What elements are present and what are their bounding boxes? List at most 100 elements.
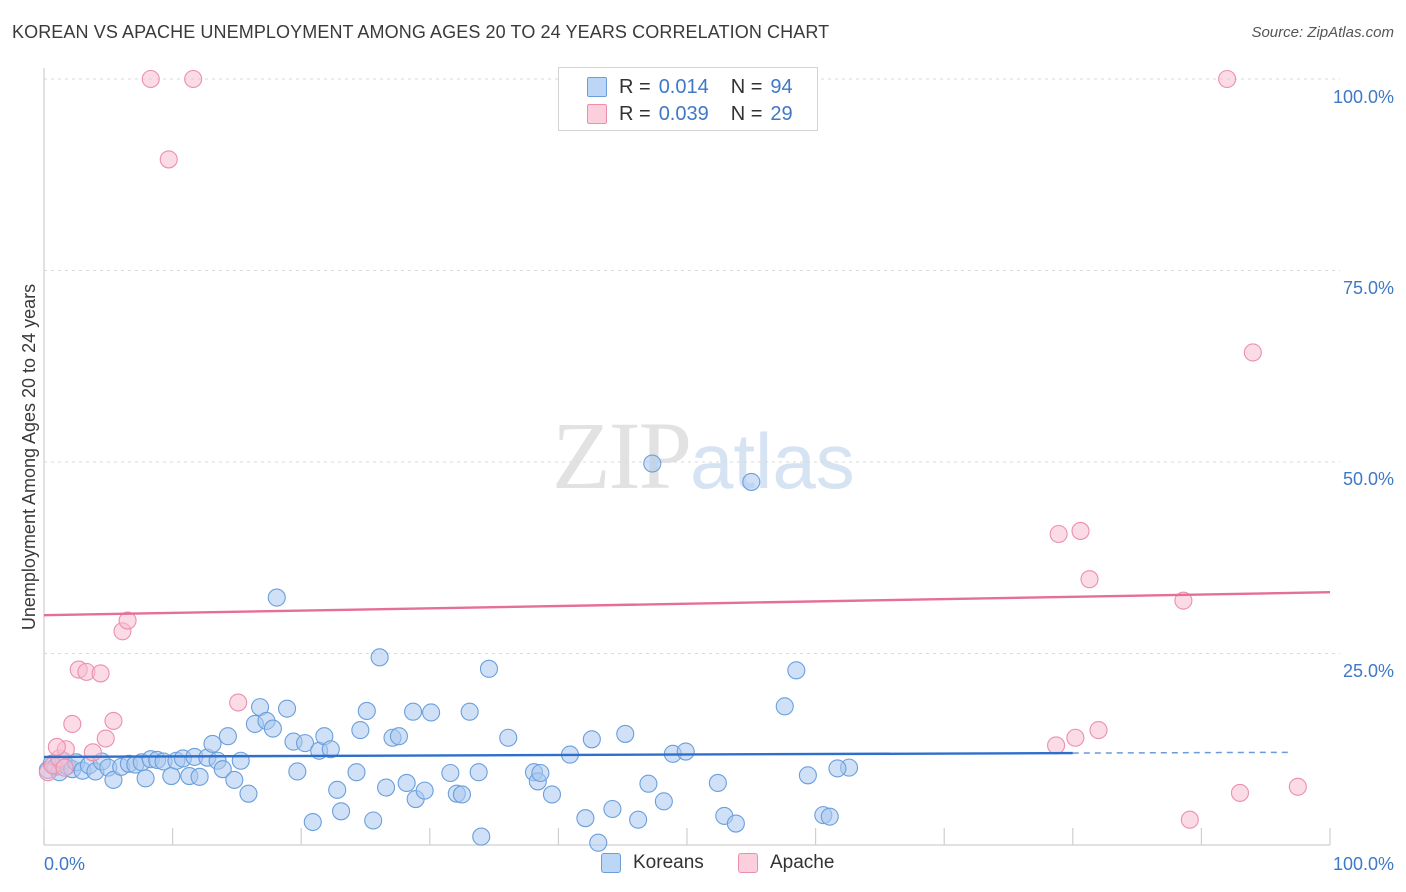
korean-point-88 <box>708 773 727 793</box>
korean-point-98 <box>828 759 847 778</box>
korean-point-83 <box>639 774 658 793</box>
grid-layer <box>44 78 1340 654</box>
korean-point-55 <box>370 648 389 667</box>
legend-koreans-n-value: 94 <box>770 75 793 98</box>
korean-point-29 <box>203 734 222 753</box>
legend-koreans-n-label: N = <box>730 75 763 98</box>
points-layer <box>38 69 1307 852</box>
korean-point-82 <box>629 810 648 829</box>
koreans-legend-swatch <box>601 853 621 873</box>
legend-item-apache[interactable]: Apache <box>738 852 834 874</box>
source-label: Source: ZipAtlas.com <box>1251 24 1394 41</box>
korean-point-45 <box>303 812 322 832</box>
korean-point-69 <box>472 827 491 846</box>
korean-point-22 <box>162 767 181 786</box>
apache-point-21 <box>1080 570 1099 589</box>
korean-point-54 <box>364 811 383 830</box>
apache-point-16 <box>229 693 248 712</box>
koreans-trend-extension <box>1072 751 1292 754</box>
korean-point-48 <box>321 740 340 759</box>
korean-point-58 <box>389 727 408 746</box>
korean-point-81 <box>616 724 635 743</box>
korean-point-52 <box>351 721 370 740</box>
apache-point-18 <box>55 758 74 777</box>
korean-point-27 <box>190 767 209 786</box>
korean-point-95 <box>820 807 839 826</box>
legend-apache-r-value: 0.039 <box>658 102 709 125</box>
apache-point-27 <box>1218 69 1237 89</box>
korean-point-44 <box>296 734 315 753</box>
korean-point-79 <box>589 833 608 852</box>
korean-point-92 <box>787 661 806 680</box>
korean-point-35 <box>239 784 258 803</box>
korean-point-34 <box>231 751 250 770</box>
korean-point-33 <box>225 770 244 789</box>
legend-row-koreans: R = 0.014 N = 94 <box>559 74 793 100</box>
trend-layer <box>43 591 1331 759</box>
y-axis-label: Unemployment Among Ages 20 to 24 years <box>19 284 39 630</box>
korean-point-49 <box>328 780 347 799</box>
apache-trend-line <box>43 591 1331 617</box>
korean-point-68 <box>469 763 488 782</box>
korean-point-53 <box>357 701 376 721</box>
korean-point-70 <box>479 659 499 678</box>
apache-legend-label: Apache <box>770 852 835 873</box>
y-tick-label-75: 75.0% <box>1343 278 1394 298</box>
apache-point-7 <box>83 743 102 762</box>
korean-point-93 <box>798 766 817 785</box>
korean-point-66 <box>452 785 472 804</box>
korean-point-74 <box>531 763 550 783</box>
apache-point-25 <box>1174 591 1193 610</box>
legend-apache-r-label: R = <box>619 102 651 125</box>
korean-point-64 <box>441 763 460 783</box>
korean-point-32 <box>218 727 237 746</box>
zipatlas-watermark: ZIPatlas <box>552 400 855 511</box>
koreans-legend-label: Koreans <box>633 852 704 873</box>
correlation-legend: R = 0.014 N = 94 R = 0.039 N = 29 <box>558 67 818 131</box>
y-tick-label-50: 50.0% <box>1343 469 1394 489</box>
korean-point-90 <box>726 814 745 833</box>
watermark-zip: ZIP <box>552 402 692 509</box>
apache-legend-swatch <box>738 853 758 873</box>
korean-point-60 <box>404 702 423 721</box>
korean-point-85 <box>654 792 673 811</box>
apache-point-28 <box>1243 343 1262 362</box>
apache-swatch <box>587 104 607 124</box>
apache-point-8 <box>91 664 110 683</box>
korean-point-63 <box>422 703 441 722</box>
y-tick-label-100: 100.0% <box>1333 87 1394 107</box>
korean-point-67 <box>460 702 479 721</box>
apache-point-19 <box>1049 524 1068 544</box>
apache-point-15 <box>184 69 203 89</box>
apache-point-24 <box>1089 721 1108 740</box>
korean-point-87 <box>676 742 695 761</box>
legend-item-koreans[interactable]: Koreans <box>601 852 704 874</box>
watermark-atlas: atlas <box>690 417 855 505</box>
apache-point-12 <box>118 611 137 630</box>
apache-point-23 <box>1066 728 1085 747</box>
y-tick-label-25: 25.0% <box>1343 661 1394 681</box>
korean-point-18 <box>136 769 155 788</box>
koreans-swatch <box>587 77 607 97</box>
korean-point-31 <box>213 760 232 779</box>
korean-point-51 <box>347 763 366 782</box>
chart-title: KOREAN VS APACHE UNEMPLOYMENT AMONG AGES… <box>12 22 830 42</box>
korean-point-39 <box>263 719 282 738</box>
apache-point-22 <box>1047 736 1066 755</box>
apache-point-14 <box>159 150 178 169</box>
korean-point-43 <box>288 762 307 781</box>
koreans-trend-line <box>43 751 1073 759</box>
x-tick-label-max: 100.0% <box>1333 854 1394 874</box>
legend-apache-n-label: N = <box>730 102 763 125</box>
axis-layer <box>43 68 1331 846</box>
apache-point-9 <box>96 729 115 748</box>
apache-point-26 <box>1180 810 1199 829</box>
korean-point-75 <box>542 785 562 804</box>
korean-point-77 <box>576 809 595 828</box>
korean-point-59 <box>397 773 416 793</box>
korean-point-71 <box>499 728 518 747</box>
series-legend: Koreans Apache <box>0 852 1406 878</box>
legend-koreans-r-label: R = <box>619 75 651 98</box>
korean-point-50 <box>332 802 351 821</box>
